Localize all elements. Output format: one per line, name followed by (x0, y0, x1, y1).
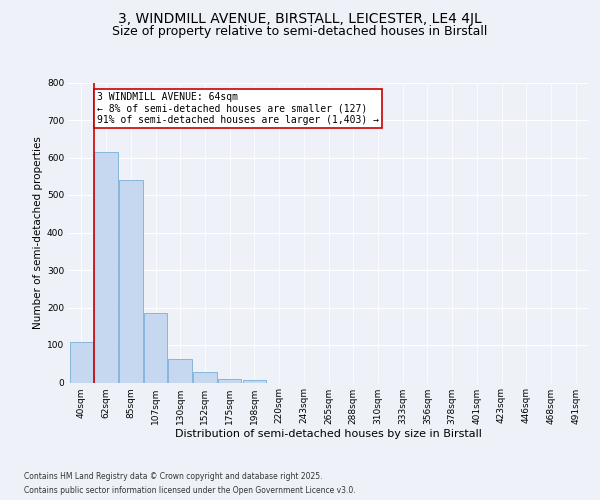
Bar (144, 313, 167, 382)
Text: Contains HM Land Registry data © Crown copyright and database right 2025.: Contains HM Land Registry data © Crown c… (24, 472, 323, 481)
Bar (169, 359, 192, 382)
X-axis label: Distribution of semi-detached houses by size in Birstall: Distribution of semi-detached houses by … (175, 430, 482, 440)
Bar (70, 342, 93, 382)
Text: 3, WINDMILL AVENUE, BIRSTALL, LEICESTER, LE4 4JL: 3, WINDMILL AVENUE, BIRSTALL, LEICESTER,… (118, 12, 482, 26)
Bar (242, 380, 266, 382)
Bar (218, 379, 241, 382)
Text: Size of property relative to semi-detached houses in Birstall: Size of property relative to semi-detach… (112, 25, 488, 38)
Y-axis label: Number of semi-detached properties: Number of semi-detached properties (33, 136, 43, 329)
Text: 3 WINDMILL AVENUE: 64sqm
← 8% of semi-detached houses are smaller (127)
91% of s: 3 WINDMILL AVENUE: 64sqm ← 8% of semi-de… (97, 92, 379, 125)
Bar (119, 180, 143, 382)
Bar (193, 372, 217, 382)
Text: Contains public sector information licensed under the Open Government Licence v3: Contains public sector information licen… (24, 486, 356, 495)
Bar (94, 152, 118, 382)
